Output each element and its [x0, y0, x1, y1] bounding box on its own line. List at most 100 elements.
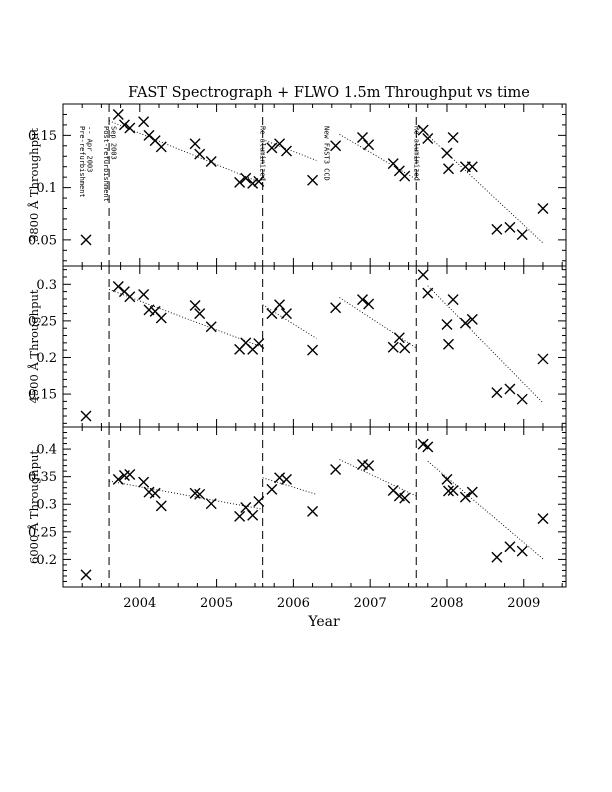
data-point-stroke — [118, 286, 130, 298]
panel-frame — [62, 103, 567, 267]
post-refurbishment-label: Sep 2003 — [110, 126, 118, 160]
data-point-stroke — [124, 291, 136, 303]
data-point-stroke — [149, 135, 161, 147]
data-point-stroke — [234, 510, 246, 522]
data-point — [537, 353, 549, 365]
data-point — [516, 393, 528, 405]
chart-title: FAST Spectrograph + FLWO 1.5m Throughput… — [128, 85, 530, 101]
data-point — [417, 269, 429, 281]
data-point — [516, 229, 528, 241]
data-point-stroke — [307, 344, 319, 356]
data-point-stroke — [466, 161, 478, 173]
data-point-stroke — [357, 459, 368, 471]
data-point — [280, 145, 292, 157]
data-point — [363, 298, 375, 310]
data-point-stroke — [387, 341, 399, 353]
trend-line — [339, 297, 417, 349]
data-point-stroke — [112, 280, 124, 292]
x-tick-label: 2009 — [507, 596, 540, 611]
data-point-stroke — [491, 223, 503, 235]
data-point-stroke — [280, 473, 292, 485]
data-point-stroke — [155, 312, 167, 324]
y-axis-label: 3800 Å Throughput — [27, 128, 41, 242]
data-point — [240, 172, 252, 184]
data-point-stroke — [459, 317, 471, 329]
data-point — [189, 138, 201, 150]
data-point — [447, 131, 459, 143]
data-point — [138, 116, 150, 128]
data-point — [357, 131, 368, 143]
data-point — [138, 476, 150, 488]
data-point-stroke — [417, 269, 429, 281]
data-point — [443, 485, 455, 497]
y-tick-label: 0.4 — [36, 443, 57, 458]
data-point — [330, 140, 342, 152]
data-point-stroke — [537, 513, 549, 525]
data-point-stroke — [387, 484, 399, 496]
data-point-stroke — [363, 298, 375, 310]
data-point — [274, 299, 286, 311]
y-tick-label: 0.2 — [36, 553, 57, 568]
data-point-stroke — [80, 410, 92, 422]
trend-line — [427, 460, 544, 560]
data-point-stroke — [266, 308, 278, 320]
data-point-stroke — [194, 488, 206, 500]
data-point — [491, 223, 503, 235]
trend-line — [427, 135, 544, 244]
data-point — [357, 294, 368, 306]
trend-line — [427, 285, 544, 404]
data-point — [422, 287, 434, 299]
data-point-stroke — [189, 300, 201, 312]
data-point — [387, 341, 399, 353]
data-point-stroke — [143, 129, 155, 141]
data-point-stroke — [189, 487, 201, 499]
data-point-stroke — [112, 473, 124, 485]
data-point — [138, 289, 150, 301]
data-point-stroke — [357, 294, 368, 306]
data-point-stroke — [443, 338, 455, 350]
data-point — [441, 473, 453, 485]
data-point — [504, 221, 516, 233]
data-point — [253, 175, 265, 187]
data-point — [330, 302, 342, 314]
data-point-stroke — [194, 308, 206, 320]
data-point — [80, 569, 92, 581]
data-point-stroke — [307, 505, 319, 517]
data-point — [537, 203, 549, 215]
data-point — [516, 545, 528, 557]
data-point — [266, 142, 278, 154]
data-point-stroke — [138, 476, 150, 488]
data-point — [118, 119, 130, 131]
y-axis-label: 6000 Å Throughput — [27, 450, 41, 564]
data-point-stroke — [504, 221, 516, 233]
data-point — [447, 294, 459, 306]
data-point — [363, 460, 375, 472]
data-point — [194, 308, 206, 320]
data-point-stroke — [417, 438, 429, 450]
data-point — [112, 473, 124, 485]
data-point-stroke — [138, 289, 150, 301]
y-tick-label: 0.2 — [36, 351, 57, 366]
data-point — [205, 321, 217, 333]
data-point — [393, 332, 405, 344]
data-point-stroke — [307, 174, 319, 186]
x-axis-label: Year — [307, 614, 340, 630]
trend-line — [108, 120, 263, 184]
data-point-stroke — [516, 229, 528, 241]
data-point — [504, 383, 516, 395]
data-point-stroke — [240, 502, 252, 514]
y-tick-label: 0.25 — [28, 314, 57, 329]
y-tick-label: 0.05 — [28, 233, 57, 248]
data-point-stroke — [330, 140, 342, 152]
data-point-stroke — [124, 468, 136, 480]
data-point-stroke — [330, 463, 342, 475]
data-point-stroke — [330, 302, 342, 314]
data-point — [205, 498, 217, 510]
data-point-stroke — [491, 387, 503, 399]
data-point-stroke — [537, 353, 549, 365]
data-point-stroke — [149, 305, 161, 317]
data-point — [504, 541, 516, 553]
data-point-stroke — [363, 139, 375, 151]
data-point — [441, 319, 453, 331]
data-point — [307, 174, 319, 186]
